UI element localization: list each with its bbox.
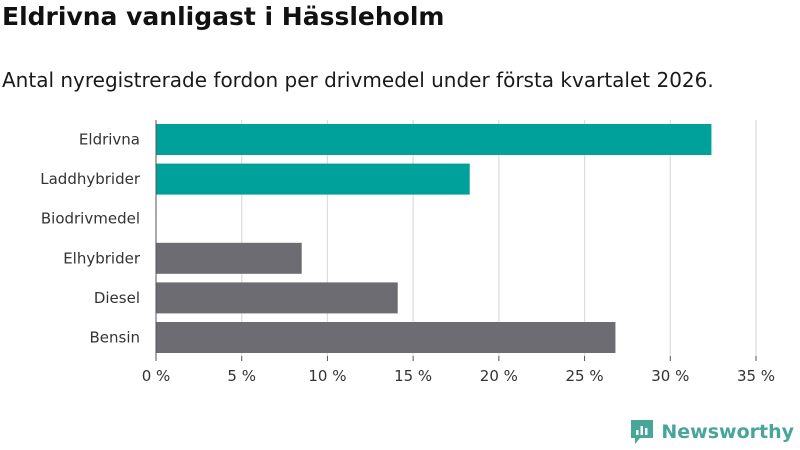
tick-label: 0 % — [142, 367, 171, 385]
tick-label: 15 % — [394, 367, 432, 385]
tick-label: 10 % — [308, 367, 346, 385]
tick-label: 30 % — [651, 367, 689, 385]
bar-chart: Eldrivna Laddhybrider Biodrivmedel Elhybrid… — [40, 120, 775, 385]
tick-label: 20 % — [480, 367, 518, 385]
chart-subtitle: Antal nyregistrerade fordon per drivmede… — [2, 68, 714, 92]
bar-diesel — [156, 282, 398, 314]
category-label: Diesel — [94, 289, 140, 307]
x-axis: 0 % 5 % 10 % 15 % 20 % 25 % 30 % 35 % — [142, 120, 775, 385]
category-labels: Eldrivna Laddhybrider Biodrivmedel Elhybrid… — [40, 131, 141, 347]
category-label: Laddhybrider — [40, 170, 141, 188]
newsworthy-logo-icon — [631, 420, 654, 444]
category-label: Eldrivna — [79, 131, 140, 149]
bar-elhybrider — [156, 242, 302, 274]
bar-laddhybrider — [156, 163, 470, 195]
brand-name: Newsworthy — [661, 421, 794, 443]
tick-label: 5 % — [227, 367, 256, 385]
chart-title: Eldrivna vanligast i Hässleholm — [2, 2, 445, 31]
tick-label: 35 % — [737, 367, 775, 385]
category-label: Biodrivmedel — [41, 210, 140, 228]
category-label: Elhybrider — [63, 249, 141, 267]
bar-bensin — [156, 322, 616, 353]
category-label: Bensin — [89, 329, 140, 347]
tick-label: 25 % — [566, 367, 604, 385]
newsworthy-brand: Newsworthy — [629, 418, 794, 446]
bars — [156, 124, 712, 353]
bar-eldrivna — [156, 124, 712, 155]
grid-lines — [241, 120, 757, 356]
